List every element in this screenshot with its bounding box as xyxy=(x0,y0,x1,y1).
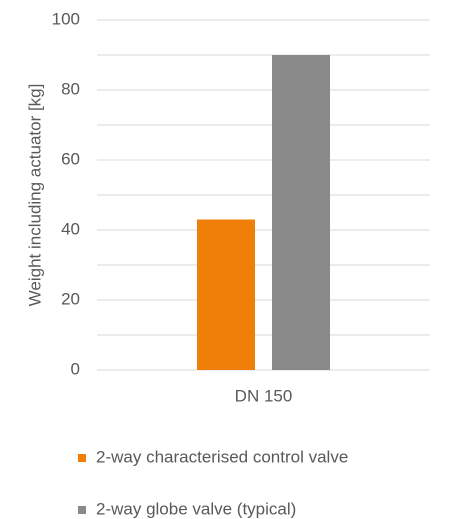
y-tick-label: 80 xyxy=(61,79,80,98)
y-tick-label: 40 xyxy=(61,219,80,238)
legend-label: 2-way globe valve (typical) xyxy=(96,499,296,518)
y-tick-label: 20 xyxy=(61,289,80,308)
legend-label: 2-way characterised control valve xyxy=(96,447,348,466)
y-axis-label: Weight including actuator [kg] xyxy=(25,84,44,307)
y-tick-label: 0 xyxy=(71,359,80,378)
legend-swatch xyxy=(78,506,86,514)
y-tick-label: 60 xyxy=(61,149,80,168)
y-tick-label: 100 xyxy=(52,9,80,28)
legend-swatch xyxy=(78,454,86,462)
x-tick-label: DN 150 xyxy=(235,386,293,405)
bar xyxy=(272,55,330,370)
bar xyxy=(197,219,255,370)
